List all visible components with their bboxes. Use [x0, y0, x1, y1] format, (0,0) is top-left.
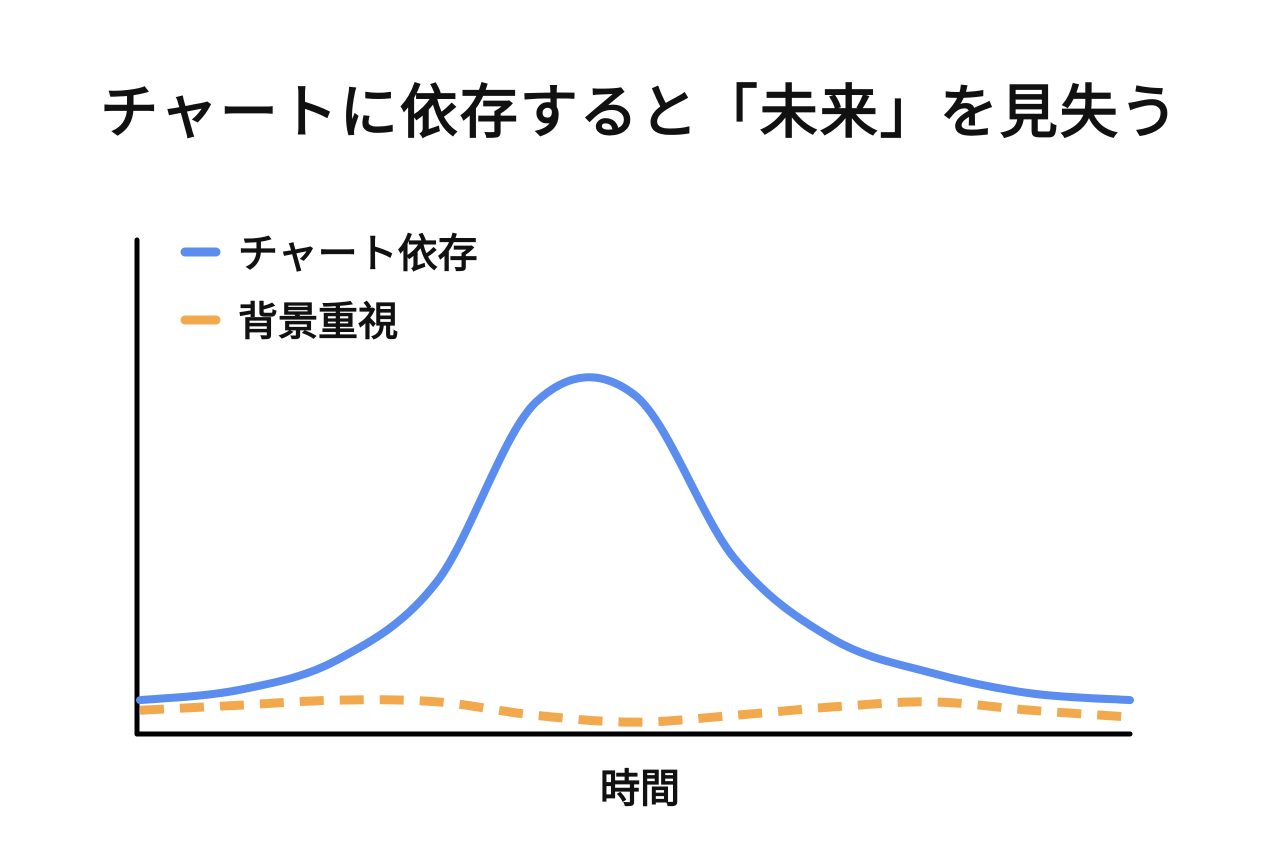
x-axis-label: 時間 [600, 766, 680, 812]
legend-label-background-focus: 背景重視 [238, 299, 398, 345]
series-line-background-focus [139, 695, 1131, 727]
legend: チャート依存 背景重視 [180, 231, 478, 345]
series-line-chart-dependence [136, 373, 1134, 705]
chart-title: チャートに依存すると「未来」を見失う [100, 78, 1180, 146]
legend-label-chart-dependence: チャート依存 [238, 231, 478, 277]
series-group [136, 373, 1134, 727]
